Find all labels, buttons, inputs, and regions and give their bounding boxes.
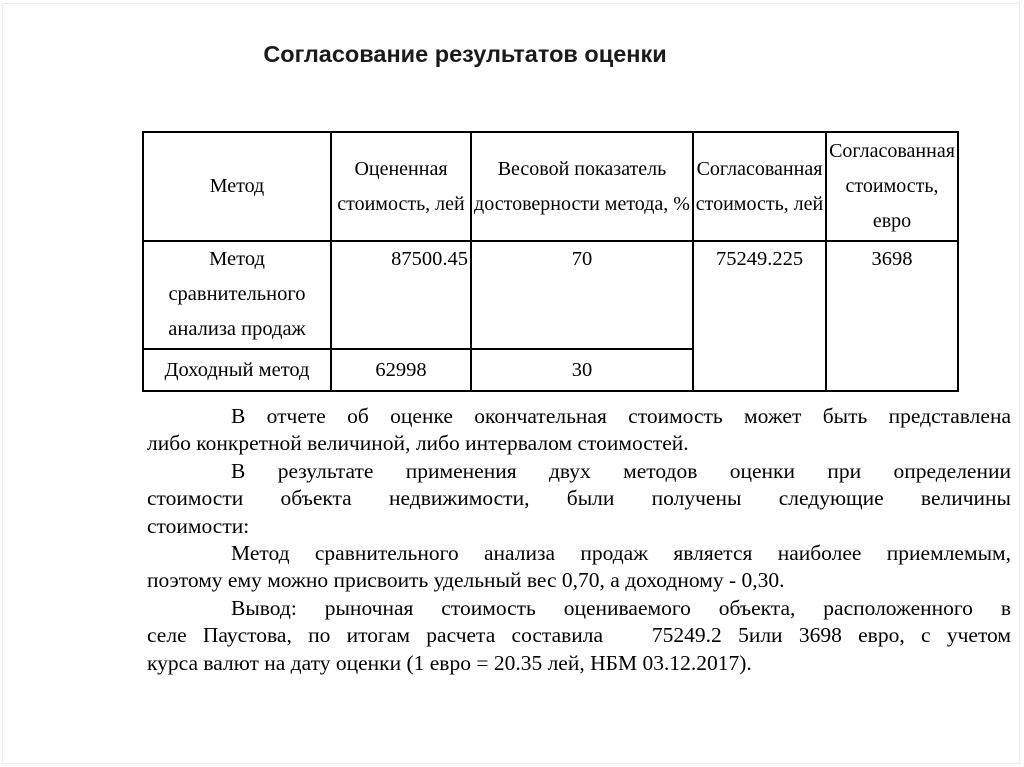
paragraph-line: Метод сравнительного анализа продаж явля… (231, 541, 1011, 566)
paragraph-line: В результате применения двух методов оце… (231, 458, 1011, 483)
column-header-agreed-eur: Согласованная стоимость, евро (825, 131, 959, 242)
paragraph-line: Вывод: рыночная стоимость оцениваемого о… (231, 595, 1011, 620)
paragraph-line: поэтому ему можно присвоить удельный вес… (147, 568, 785, 593)
column-header-estimated-value: Оцененная стоимость, лей (330, 131, 472, 242)
cell-estimated-value-income: 62998 (330, 348, 472, 392)
column-header-agreed-lei: Согласованная стоимость, лей (692, 131, 827, 242)
table-row-income-method: Доходный метод 62998 30 (142, 348, 958, 392)
column-header-weight: Весовой показатель достоверности метода,… (470, 131, 694, 242)
cell-method-income: Доходный метод (142, 348, 332, 392)
cell-estimated-value-comparative: 87500.45 (330, 240, 472, 350)
cell-agreed-value-lei: 75249.225 (692, 240, 827, 392)
body-text-block: В отчете об оценке окончательная стоимос… (147, 403, 1011, 677)
paragraph-line: курса валют на дату оценки (1 евро = 20.… (147, 650, 752, 675)
cell-method-comparative: Метод сравнительного анализа продаж (142, 240, 332, 350)
cell-agreed-value-eur: 3698 (825, 240, 959, 392)
table-row-comparative-method: Метод сравнительного анализа продаж 8750… (142, 240, 959, 392)
paragraph-line: стоимости: (147, 513, 250, 538)
paragraph-line: либо конкретной величиной, либо интервал… (147, 431, 689, 456)
valuation-results-table: Метод Оцененная стоимость, лей Весовой п… (142, 131, 959, 392)
slide-title: Согласование результатов оценки (263, 41, 667, 67)
column-header-method: Метод (142, 131, 332, 242)
cell-weight-income: 30 (470, 348, 694, 392)
paragraph-line: селе Паустова, по итогам расчета состави… (147, 623, 1011, 648)
paragraph-line: В отчете об оценке окончательная стоимос… (231, 404, 1011, 428)
paragraph-line: стоимости объекта недвижимости, были пол… (147, 486, 1011, 511)
cell-weight-comparative: 70 (470, 240, 694, 350)
table-header-row: Метод Оцененная стоимость, лей Весовой п… (142, 131, 959, 242)
